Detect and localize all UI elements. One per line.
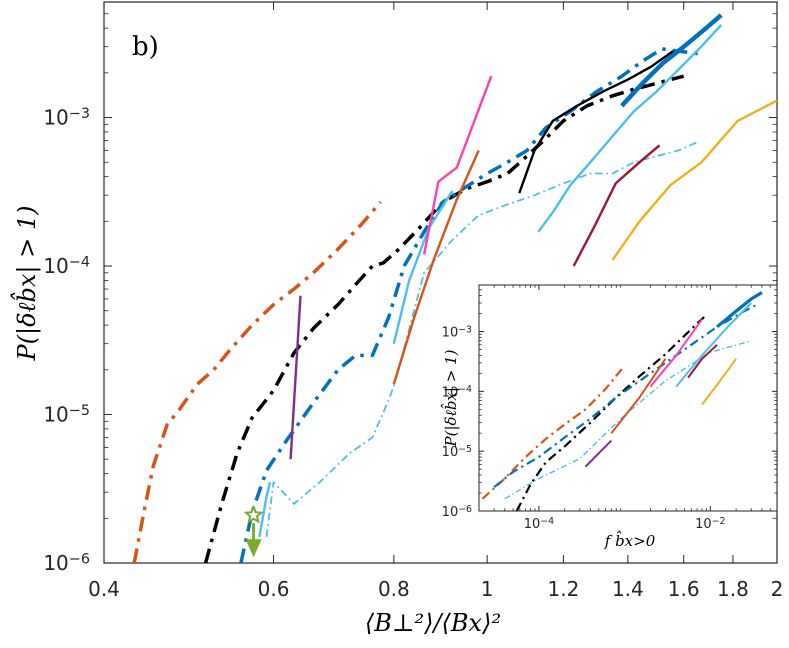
x-tick-label: 1.2: [547, 577, 579, 601]
main-x-axis-title: ⟨B⊥²⟩/⟨Bx⟩²: [365, 609, 501, 637]
x-tick-label: 1.4: [612, 577, 644, 601]
inset-y-axis-title: P(|δℓb̂x| > 1): [441, 349, 460, 447]
series-line-orange-solid: [610, 358, 667, 434]
x-tick-label: 1.6: [668, 577, 700, 601]
series-line-lightblue-thin-dashdot: [265, 141, 697, 538]
series-line-orange-solid: [392, 150, 480, 385]
x-tick-label: 2: [771, 577, 784, 601]
main-series-group: [132, 13, 777, 563]
y-tick-label: 10−5: [43, 403, 90, 427]
panel-label: b): [132, 32, 159, 62]
series-line-orange-dashdot: [481, 364, 626, 500]
y-tick-label: 10−3: [43, 106, 90, 130]
series-line-yellow: [611, 99, 777, 261]
series-line-lightblue-solid: [392, 190, 454, 344]
y-tick-label: 10−4: [43, 254, 90, 278]
series-line-purple: [584, 439, 613, 468]
main-x-tick-labels: 0.4 0.6 0.8 1 1.2 1.4 1.6 1.8 2: [88, 577, 783, 601]
upper-limit-arrow-head: [245, 539, 262, 558]
series-line-blue-thick-solid: [620, 13, 723, 108]
x-tick-label: 0.8: [378, 577, 410, 601]
series-line-blue-dashdot: [239, 47, 705, 563]
series-line-blue-dashdot: [493, 303, 758, 489]
series-line-black-solid: [518, 50, 674, 194]
series-line-black-dashdot: [515, 314, 708, 511]
series-line-purple: [289, 295, 302, 460]
main-ticks: [103, 1, 778, 564]
series-line-skyblue-solid: [537, 24, 723, 233]
inset-ticks: [478, 284, 778, 512]
y-tick-label: 10−6: [43, 551, 90, 575]
series-line-lightblue-solid-2: [258, 481, 272, 538]
series-line-darkred: [687, 344, 718, 379]
main-annotations: [243, 504, 264, 558]
inset-x-axis-title: f b̂x>0: [604, 531, 656, 550]
series-line-orange-dashdot: [132, 200, 382, 563]
series-line-magenta: [422, 75, 493, 255]
x-tick-label: 1: [481, 577, 494, 601]
series-line-blue-thick: [716, 291, 763, 329]
series-line-magenta: [649, 318, 703, 388]
inset-plot-area: [478, 284, 778, 512]
main-y-tick-labels: 10−6 10−5 10−4 10−3: [43, 106, 90, 575]
inset-series-group: [481, 291, 763, 511]
series-line-skyblue-solid: [675, 302, 752, 388]
upper-limit-star-icon: [243, 504, 264, 524]
x-tick-label: 0.4: [88, 577, 120, 601]
series-line-darkred: [572, 144, 661, 267]
x-tick-label: 0.6: [258, 577, 290, 601]
main-y-axis-title: P(|δℓb̂x| > 1): [10, 205, 42, 361]
series-line-yellow: [701, 358, 737, 406]
x-tick-label: 1.8: [717, 577, 749, 601]
